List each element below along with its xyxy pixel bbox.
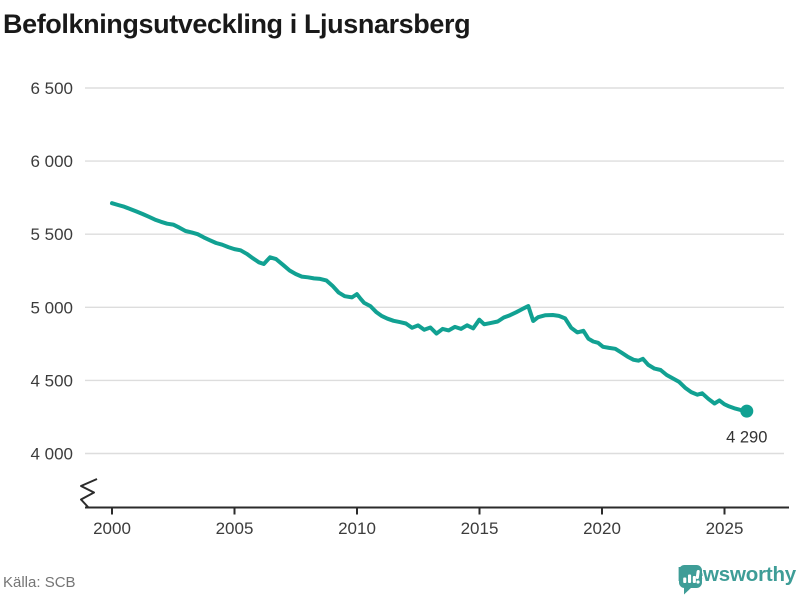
end-value-label: 4 290 <box>726 429 767 447</box>
source-label: Källa: SCB <box>3 574 76 591</box>
newsworthy-brand-name: Newsworthy <box>677 563 796 586</box>
newsworthy-logo-icon <box>679 565 703 595</box>
y-tick-label: 6 000 <box>30 152 73 171</box>
y-tick-label: 5 500 <box>30 225 73 244</box>
x-tick-label: 2015 <box>461 519 499 538</box>
x-axis-ticks <box>111 508 726 515</box>
end-point-dot <box>740 404 754 418</box>
y-axis-labels: 6 500 6 000 5 500 5 000 4 500 4 000 <box>30 79 73 464</box>
x-axis-labels: 2000 2005 2010 2015 2020 2025 <box>93 519 743 538</box>
speech-bubble-tail <box>684 587 693 595</box>
y-tick-label: 6 500 <box>30 79 73 98</box>
x-tick-label: 2005 <box>216 519 254 538</box>
y-tick-label: 5 000 <box>30 298 73 317</box>
y-tick-label: 4 500 <box>30 371 73 390</box>
y-gridlines <box>85 87 784 455</box>
newsworthy-logo[interactable]: Newsworthy <box>677 563 796 595</box>
x-tick-label: 2010 <box>338 519 376 538</box>
axis-break-icon <box>80 478 98 508</box>
x-tick-label: 2025 <box>706 519 744 538</box>
x-tick-label: 2000 <box>93 519 131 538</box>
x-tick-label: 2020 <box>583 519 621 538</box>
y-tick-label: 4 000 <box>30 445 73 464</box>
population-line <box>110 201 749 414</box>
chart-title: Befolkningsutveckling i Ljusnarsberg <box>3 9 471 39</box>
bar-chart-glyph <box>683 570 700 584</box>
